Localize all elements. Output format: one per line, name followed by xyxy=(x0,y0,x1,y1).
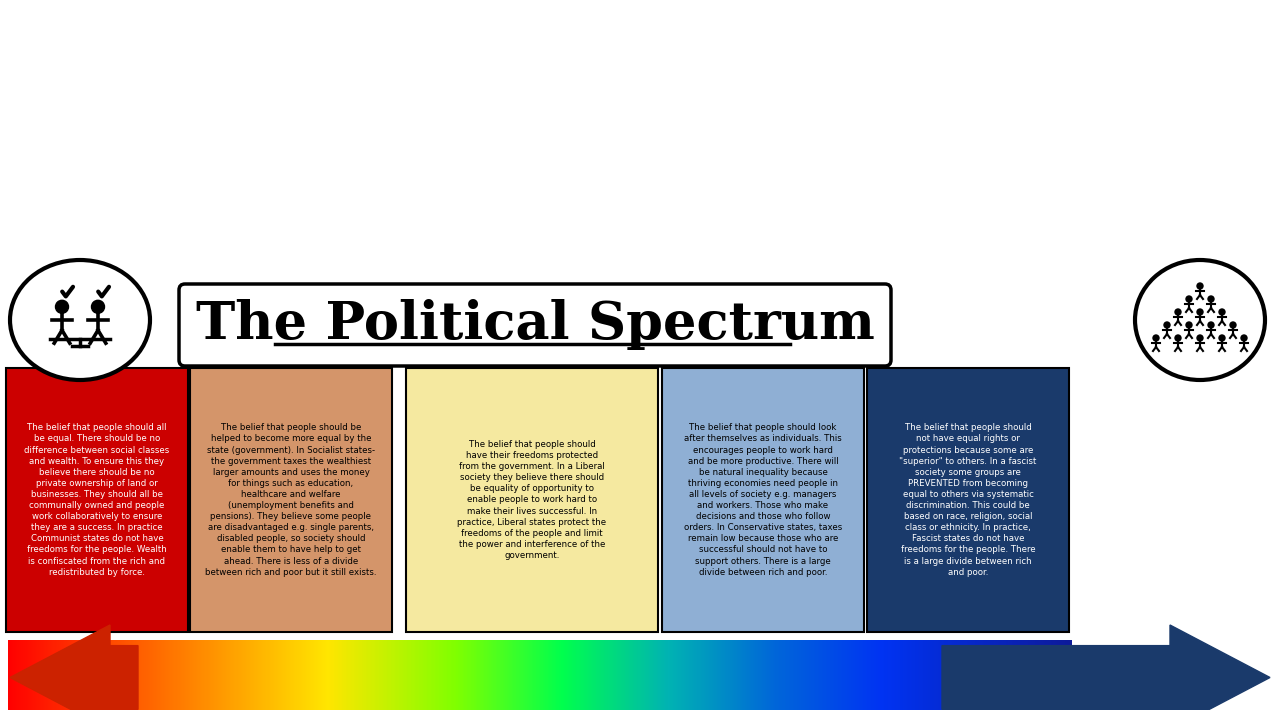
Circle shape xyxy=(1208,296,1213,302)
Text: The belief that people should all
be equal. There should be no
difference betwee: The belief that people should all be equ… xyxy=(24,423,170,577)
FancyBboxPatch shape xyxy=(662,368,864,632)
Circle shape xyxy=(1219,335,1225,341)
Circle shape xyxy=(1187,296,1192,302)
FancyBboxPatch shape xyxy=(6,368,188,632)
Circle shape xyxy=(1153,335,1158,341)
Text: The belief that people should
not have equal rights or
protections because some : The belief that people should not have e… xyxy=(900,423,1037,577)
Text: The belief that people should look
after themselves as individuals. This
encoura: The belief that people should look after… xyxy=(684,423,842,577)
Circle shape xyxy=(91,300,105,313)
Circle shape xyxy=(1230,322,1236,328)
FancyBboxPatch shape xyxy=(179,284,891,366)
Circle shape xyxy=(1219,309,1225,315)
Circle shape xyxy=(1197,309,1203,315)
Circle shape xyxy=(1164,322,1170,328)
FancyBboxPatch shape xyxy=(406,368,658,632)
Circle shape xyxy=(1197,335,1203,341)
Circle shape xyxy=(1175,335,1181,341)
FancyBboxPatch shape xyxy=(867,368,1069,632)
Text: The belief that people should be
helped to become more equal by the
state (gover: The belief that people should be helped … xyxy=(205,423,376,577)
FancyArrow shape xyxy=(942,625,1270,710)
FancyArrow shape xyxy=(10,625,138,710)
Text: The Political Spectrum: The Political Spectrum xyxy=(196,300,874,351)
Ellipse shape xyxy=(10,260,150,380)
Ellipse shape xyxy=(1135,260,1265,380)
Circle shape xyxy=(1208,322,1213,328)
Text: The belief that people should
have their freedoms protected
from the government.: The belief that people should have their… xyxy=(457,440,607,560)
Circle shape xyxy=(1242,335,1247,341)
Circle shape xyxy=(55,300,69,313)
Circle shape xyxy=(1197,283,1203,289)
Circle shape xyxy=(1175,309,1181,315)
Circle shape xyxy=(1187,322,1192,328)
FancyBboxPatch shape xyxy=(189,368,392,632)
